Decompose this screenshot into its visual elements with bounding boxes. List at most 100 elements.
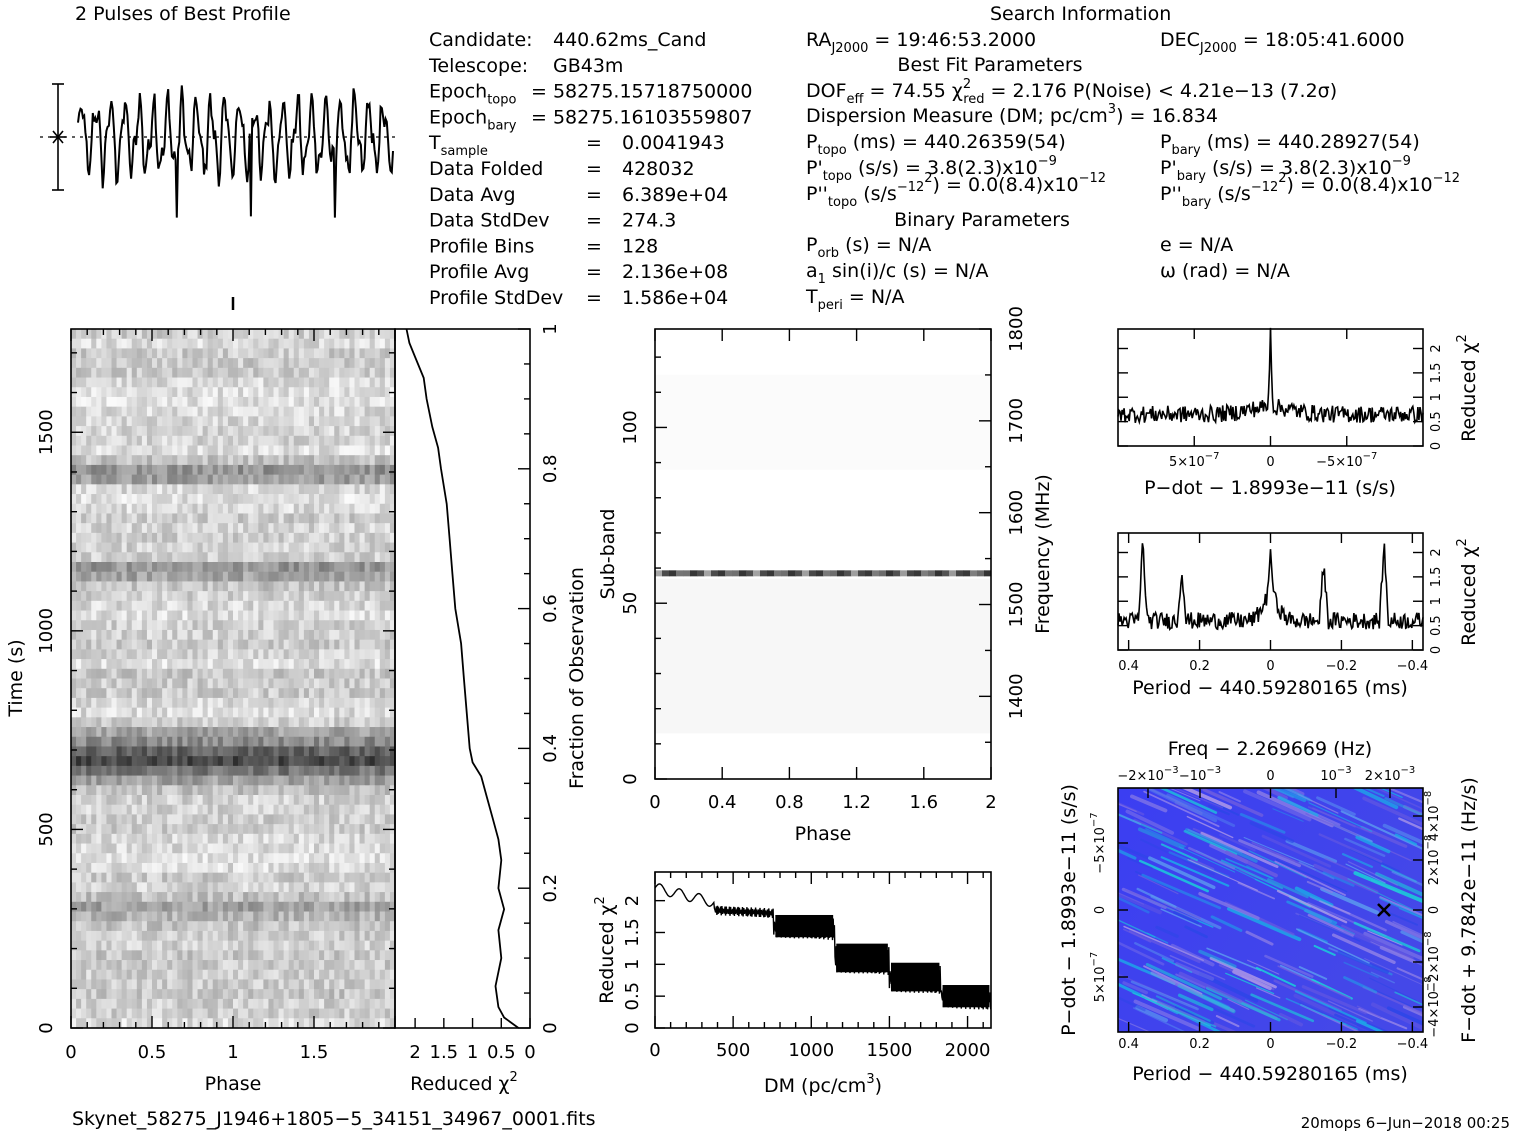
y-tick-label: 0.5 xyxy=(1429,411,1444,432)
y-tick-label: 2 xyxy=(1429,344,1444,352)
ppdot-streak xyxy=(1285,839,1338,864)
param: Tperi = N/A xyxy=(805,286,904,313)
profile-line xyxy=(77,85,394,218)
y-tick-label: 1.5 xyxy=(622,918,643,947)
subband-cell xyxy=(893,570,901,577)
ppdot-streak xyxy=(1364,958,1423,986)
ppdot-streak xyxy=(1187,846,1236,870)
subband-cell xyxy=(746,570,754,577)
top-tick-label: −10−3 xyxy=(1179,765,1221,784)
subband-cell xyxy=(942,570,950,577)
ppdot-streak xyxy=(1225,858,1273,879)
y-tick-label: 1.5 xyxy=(1429,363,1444,384)
x-tick-label: 0.8 xyxy=(775,792,804,813)
ppdot-streak xyxy=(1340,810,1423,850)
ppdot-streak xyxy=(1303,910,1356,935)
info-label: Tsample xyxy=(428,132,488,159)
ppdot-streak xyxy=(1281,788,1313,802)
ppdot-streak xyxy=(1186,815,1234,839)
ppdot-streak xyxy=(1143,788,1218,823)
ppdot-streak xyxy=(1250,993,1315,1023)
info-label: Profile Avg xyxy=(429,261,529,283)
ppdot-streak xyxy=(1218,791,1241,803)
ppdot-streak xyxy=(1133,999,1200,1031)
ppdot-streak xyxy=(1255,966,1296,987)
ppdot-streak xyxy=(1198,891,1260,920)
subband-cell xyxy=(795,570,803,577)
ppdot-streak xyxy=(1276,852,1316,871)
ppdot-streak xyxy=(1135,870,1175,891)
top-tick-label: 10−3 xyxy=(1320,765,1351,784)
chi2-time-plot: 2 1.5 1 0.5 00 0.2 0.4 0.6 0.8 1 Reduced χ2 Fract… xyxy=(394,323,588,1095)
y-tick-label: 0.2 xyxy=(540,874,561,903)
subband-cell xyxy=(781,570,789,577)
ppdot-streak xyxy=(1118,892,1162,915)
ppdot-streak xyxy=(1358,1007,1408,1030)
y-tick-label: 0 xyxy=(1093,906,1108,914)
subband-cell xyxy=(886,570,894,577)
ppdot-ticks: 0.4 0.2 0 −0.2 −0.4 −2×10−3 −10−3 0 10−3 2×10−3 −5… xyxy=(1089,765,1442,1052)
ppdot-streak xyxy=(1255,987,1281,999)
ppdot-streak xyxy=(1398,817,1423,830)
info-eq: = xyxy=(586,158,602,180)
subband-cell xyxy=(718,570,726,577)
ppdot-streak xyxy=(1402,1005,1423,1017)
subband-cell xyxy=(970,570,978,577)
ppdot-streak xyxy=(1180,788,1233,810)
ppdot-streak xyxy=(1245,930,1274,946)
ppdot-streak xyxy=(1362,788,1385,798)
ppdot-plot: 0.4 0.2 0 −0.2 −0.4 −2×10−3 −10−3 0 10−3 2×10−3 −5… xyxy=(1058,738,1480,1085)
ppdot-streak xyxy=(1127,857,1153,870)
ppdot-streak xyxy=(1392,920,1423,936)
search-info: Search Information Candidate: 440.62ms_Ca… xyxy=(428,3,1460,313)
y2-tick-label: 1600 xyxy=(1006,490,1027,536)
subband-cell xyxy=(956,570,964,577)
ecc: e = N/A xyxy=(1160,234,1233,256)
ppdot-streak xyxy=(1178,846,1236,873)
pdot-plot: 5×10−7 0 −5×10−7 0 0.5 1 1.5 2 P−dot − 1.8993e−… xyxy=(1117,327,1480,499)
ppdot-streak xyxy=(1118,896,1150,914)
subband-cell xyxy=(851,570,859,577)
ppdot-streak xyxy=(1132,992,1211,1027)
subband-y2label: Frequency (MHz) xyxy=(1032,474,1054,634)
ppdot-streak xyxy=(1271,788,1307,803)
binary-title: Binary Parameters xyxy=(894,209,1070,231)
left-info-block: Candidate: 440.62ms_Cand Telescope: GB43m Ep… xyxy=(428,29,752,309)
ppdot-streak xyxy=(1362,796,1423,826)
info-eq: = xyxy=(586,235,602,257)
subband-cell xyxy=(830,570,838,577)
ppdot-streak xyxy=(1378,788,1403,799)
ppdot-streak xyxy=(1118,801,1145,816)
info-label: Candidate: xyxy=(429,29,533,51)
y-tick-label: 500 xyxy=(36,812,57,846)
best-fit-title: Best Fit Parameters xyxy=(897,54,1082,76)
y-tick-label: 0.6 xyxy=(540,594,561,623)
ppdot-streak xyxy=(1226,906,1302,942)
ppdot-streak xyxy=(1143,965,1203,995)
ppdot-streak xyxy=(1118,941,1165,966)
ppdot-streak xyxy=(1227,998,1250,1010)
ppdot-streak xyxy=(1379,897,1423,919)
ppdot-streak xyxy=(1184,925,1208,939)
ppdot-streak xyxy=(1297,793,1339,814)
ppdot-streak xyxy=(1220,859,1284,890)
top-tick-label: 2×10−3 xyxy=(1365,765,1415,784)
ppdot-streak xyxy=(1327,1000,1373,1022)
ppdot-streak xyxy=(1353,921,1421,953)
info-eq: = xyxy=(586,261,602,283)
pdot-ticks: 5×10−7 0 −5×10−7 0 0.5 1 1.5 2 xyxy=(1118,329,1444,470)
info-value: 1.586e+04 xyxy=(622,287,728,309)
x-tick-label: 0 xyxy=(524,1042,535,1063)
ppdot-streak xyxy=(1118,1017,1152,1032)
ppdot-streak xyxy=(1369,977,1417,1001)
ppdot-streak xyxy=(1334,1013,1378,1032)
ppdot-streak xyxy=(1394,833,1418,846)
ppdot-streak xyxy=(1353,871,1423,904)
subband-cell xyxy=(683,570,691,577)
subband-cell xyxy=(697,570,705,577)
ppdot-streak xyxy=(1158,788,1218,814)
ppdot-streak xyxy=(1261,834,1332,868)
x-tick-label: 0.2 xyxy=(1189,1037,1210,1052)
ppdot-streak xyxy=(1324,857,1359,874)
x-tick-label: 1.5 xyxy=(300,1042,329,1063)
